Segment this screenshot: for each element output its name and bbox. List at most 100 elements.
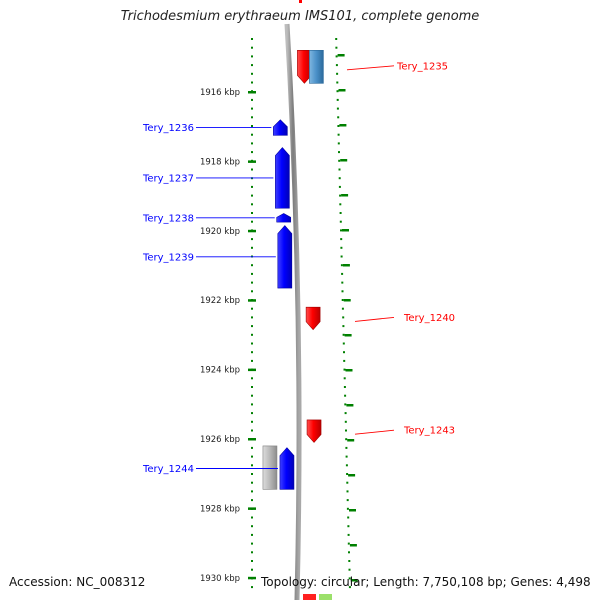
minor-tick-left [251,560,253,562]
minor-tick-right [348,560,351,562]
minor-tick-right [347,516,350,519]
minor-tick-right [347,533,350,536]
gene-arrow-tery-1237[interactable] [275,147,290,209]
minor-tick-left [251,420,253,423]
minor-tick-left [251,429,253,432]
gene-arrow-tery-1235[interactable] [297,50,312,84]
minor-tick-left [251,412,253,415]
minor-tick-left [251,281,253,284]
major-tick-right [343,299,351,302]
topology-text: Topology: circular; Length: 7,750,108 bp… [261,575,591,589]
minor-tick-right [336,107,339,110]
minor-tick-right [335,55,338,58]
minor-tick-right [339,194,342,197]
minor-tick-right [343,351,345,354]
major-tick-right [342,229,349,232]
gene-arrow-tery-1238[interactable] [276,213,292,223]
gene-arrow-tery-1243[interactable] [306,419,322,443]
minor-tick-left [251,38,253,40]
minor-tick-right [344,412,347,415]
gene-label[interactable]: Tery_1244 [142,464,194,475]
ruler-minor-ticks-right [335,38,358,589]
minor-tick-left [251,81,253,84]
ruler-tick-label: 1920 kbp [200,227,240,237]
major-tick-right [344,334,352,337]
ruler-tick-label: 1916 kbp [200,88,240,98]
minor-tick-left [251,386,253,388]
gene-arrow[interactable] [309,50,324,84]
gene-label[interactable]: Tery_1238 [142,213,194,224]
major-tick-left [248,160,256,163]
minor-tick-left [251,333,253,336]
minor-tick-left [251,116,253,119]
ruler-major-ticks: 1916 kbp 1918 kbp 1920 kbp 1922 kbp 1924 kbp… [200,88,256,584]
ruler-tick-label: 1926 kbp [200,435,240,445]
minor-tick-left [251,377,253,380]
minor-tick-right [341,281,344,284]
minor-tick-right [346,490,349,493]
minor-tick-left [251,586,253,589]
minor-tick-left [251,264,253,267]
major-tick-left [248,438,256,441]
major-tick-right [338,89,346,92]
minor-tick-right [336,98,339,101]
minor-tick-right [346,499,349,502]
gene-labels: Tery_1235 Tery_1236 Tery_1237 Tery_1238 Tery… [142,61,455,475]
gene-arrow-tery-1240[interactable] [305,306,321,331]
gene-label[interactable]: Tery_1235 [396,61,448,72]
gene-arrow-tery-1236[interactable] [273,119,288,136]
minor-tick-right [343,368,346,371]
ruler-tick-label: 1928 kbp [200,504,240,514]
gene-label[interactable]: Tery_1237 [142,173,194,184]
minor-tick-left [251,490,253,493]
minor-tick-left [251,325,253,328]
minor-tick-right [348,577,351,580]
minor-tick-left [251,185,253,188]
minor-tick-right [342,333,345,336]
genome-title: Trichodesmium erythraeum IMS101, complet… [120,9,480,24]
minor-tick-left [251,446,253,449]
gene-label-leader [346,65,395,71]
minor-tick-right [336,81,339,84]
minor-tick-right [348,551,350,554]
genome-backbone [284,23,302,600]
gene-label[interactable]: Tery_1240 [403,313,455,324]
gene-label[interactable]: Tery_1239 [142,252,194,263]
minor-tick-right [342,342,345,345]
minor-tick-left [251,55,253,58]
gene-label[interactable]: Tery_1243 [403,426,455,437]
minor-tick-left [251,525,253,528]
minor-tick-left [251,46,253,49]
minor-tick-left [251,194,253,197]
minor-tick-right [345,455,348,458]
minor-tick-right [336,90,339,93]
minor-tick-right [348,586,351,589]
major-tick-right [347,439,355,442]
minor-tick-right [340,238,343,241]
minor-tick-left [251,394,253,397]
gene-label[interactable]: Tery_1236 [142,123,194,134]
gene-arrow[interactable] [262,445,278,490]
minor-tick-right [343,359,346,362]
major-tick-right [348,474,356,477]
major-tick-left [248,507,256,510]
minor-tick-right [339,212,342,214]
offscreen-gene-bottom-red [303,594,316,600]
major-tick-right [342,264,350,267]
minor-tick-left [251,481,253,484]
minor-tick-left [251,107,253,110]
minor-tick-right [335,38,338,40]
major-tick-left [248,299,256,302]
gene-arrow-tery-1239[interactable] [277,225,293,289]
ruler-tick-label: 1930 kbp [200,574,240,584]
minor-tick-left [251,342,253,345]
minor-tick-right [345,464,348,467]
gene-arrow-tery-1244[interactable] [279,447,295,490]
minor-tick-left [251,464,253,467]
minor-tick-left [251,64,253,67]
minor-tick-left [251,403,253,406]
minor-tick-right [341,299,344,301]
minor-tick-left [251,133,253,136]
minor-tick-right [335,46,338,49]
minor-tick-left [251,168,253,171]
